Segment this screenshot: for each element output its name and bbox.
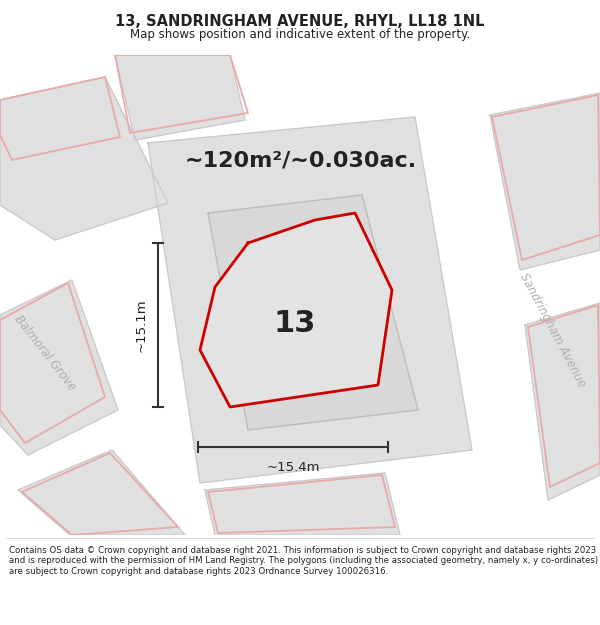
Polygon shape: [208, 195, 418, 430]
Text: ~15.1m: ~15.1m: [135, 298, 148, 352]
Polygon shape: [490, 93, 600, 270]
Text: 13: 13: [274, 309, 316, 338]
Polygon shape: [200, 213, 392, 407]
Text: ~120m²/~0.030ac.: ~120m²/~0.030ac.: [185, 151, 417, 171]
Polygon shape: [148, 117, 472, 483]
Polygon shape: [0, 77, 168, 240]
Text: 13, SANDRINGHAM AVENUE, RHYL, LL18 1NL: 13, SANDRINGHAM AVENUE, RHYL, LL18 1NL: [115, 14, 485, 29]
Text: Contains OS data © Crown copyright and database right 2021. This information is : Contains OS data © Crown copyright and d…: [9, 546, 598, 576]
Text: ~15.4m: ~15.4m: [266, 461, 320, 474]
Polygon shape: [0, 280, 118, 455]
Polygon shape: [525, 303, 600, 500]
Polygon shape: [18, 450, 185, 535]
Text: Sandringham Avenue: Sandringham Avenue: [517, 271, 589, 389]
Text: Balmoral Grove: Balmoral Grove: [11, 312, 79, 393]
Polygon shape: [205, 473, 400, 535]
Text: Map shows position and indicative extent of the property.: Map shows position and indicative extent…: [130, 28, 470, 41]
Polygon shape: [115, 55, 245, 140]
